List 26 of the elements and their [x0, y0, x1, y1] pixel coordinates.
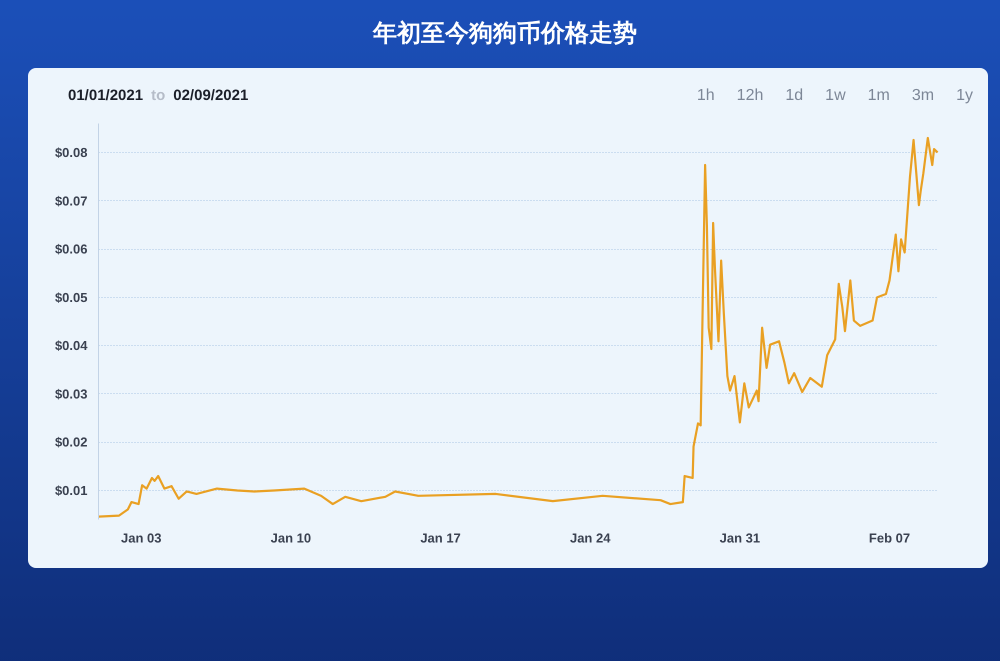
x-tick-label: Jan 03 [121, 530, 162, 546]
y-tick-label: $0.01 [54, 483, 88, 498]
text: 1y [956, 87, 973, 104]
text: 1h [696, 87, 715, 104]
text: 02/09/2021 [173, 87, 248, 104]
y-tick-label: $0.08 [54, 144, 88, 160]
text: 12h [736, 87, 764, 104]
text: to [151, 87, 166, 104]
text: 3m [912, 87, 934, 104]
text: 1d [785, 87, 804, 104]
y-tick-label: $0.05 [54, 290, 88, 305]
line-series [98, 136, 938, 518]
y-tick-label: $0.03 [54, 386, 88, 402]
x-tick-label: Jan 24 [570, 530, 612, 546]
y-tick-label: $0.07 [54, 193, 88, 208]
x-tick-label: Feb 07 [868, 530, 910, 546]
y-tick-label: $0.04 [54, 338, 88, 354]
text: 1m [868, 87, 890, 104]
y-tick-label: $0.02 [54, 434, 88, 450]
chart-title: 年初至今狗狗币价格走势 [373, 19, 637, 49]
x-tick-label: Jan 10 [270, 530, 312, 546]
text: 01/01/2021 [68, 87, 144, 104]
x-tick-label: Jan 17 [420, 530, 461, 546]
x-tick-label: Jan 31 [720, 530, 760, 546]
y-tick-label: $0.06 [54, 242, 88, 257]
text: 1w [825, 87, 846, 104]
